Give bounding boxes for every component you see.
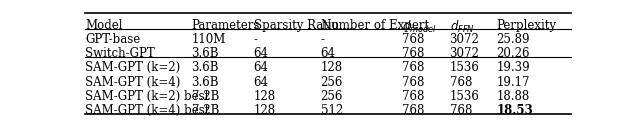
Text: 256: 256: [321, 75, 343, 89]
Text: 25.89: 25.89: [497, 33, 530, 46]
Text: 768: 768: [403, 61, 425, 74]
Text: 128: 128: [253, 104, 276, 117]
Text: Switch-GPT: Switch-GPT: [85, 47, 155, 60]
Text: 768: 768: [449, 75, 472, 89]
Text: 64: 64: [253, 47, 269, 60]
Text: 18.88: 18.88: [497, 90, 530, 103]
Text: 7.2B: 7.2B: [191, 90, 219, 103]
Text: 19.17: 19.17: [497, 75, 530, 89]
Text: 128: 128: [321, 61, 342, 74]
Text: 3072: 3072: [449, 47, 479, 60]
Text: 64: 64: [321, 47, 335, 60]
Text: Sparsity Ratio: Sparsity Ratio: [253, 18, 339, 32]
Text: SAM-GPT (k=2): SAM-GPT (k=2): [85, 61, 180, 74]
Text: Parameters: Parameters: [191, 18, 260, 32]
Text: SAM-GPT (k=4) best: SAM-GPT (k=4) best: [85, 104, 209, 117]
Text: 7.2B: 7.2B: [191, 104, 219, 117]
Text: 64: 64: [253, 61, 269, 74]
Text: 3.6B: 3.6B: [191, 61, 219, 74]
Text: 768: 768: [403, 104, 425, 117]
Text: 768: 768: [449, 104, 472, 117]
Text: 512: 512: [321, 104, 343, 117]
Text: 768: 768: [403, 33, 425, 46]
Text: $d_{model}$: $d_{model}$: [403, 18, 437, 35]
Text: 1536: 1536: [449, 61, 479, 74]
Text: 128: 128: [253, 90, 276, 103]
Text: 110M: 110M: [191, 33, 226, 46]
Text: GPT-base: GPT-base: [85, 33, 140, 46]
Text: 768: 768: [403, 47, 425, 60]
Text: 64: 64: [253, 75, 269, 89]
Text: 1536: 1536: [449, 90, 479, 103]
Text: SAM-GPT (k=2) best: SAM-GPT (k=2) best: [85, 90, 209, 103]
Text: Number of Expert: Number of Expert: [321, 18, 429, 32]
Text: 19.39: 19.39: [497, 61, 531, 74]
Text: Model: Model: [85, 18, 122, 32]
Text: 20.26: 20.26: [497, 47, 530, 60]
Text: 768: 768: [403, 75, 425, 89]
Text: Perplexity: Perplexity: [497, 18, 557, 32]
Text: 18.53: 18.53: [497, 104, 533, 117]
Text: 3072: 3072: [449, 33, 479, 46]
Text: -: -: [321, 33, 324, 46]
Text: SAM-GPT (k=4): SAM-GPT (k=4): [85, 75, 180, 89]
Text: 256: 256: [321, 90, 343, 103]
Text: 3.6B: 3.6B: [191, 47, 219, 60]
Text: 3.6B: 3.6B: [191, 75, 219, 89]
Text: $d_{FFN}$: $d_{FFN}$: [449, 18, 474, 35]
Text: -: -: [253, 33, 258, 46]
Text: 768: 768: [403, 90, 425, 103]
